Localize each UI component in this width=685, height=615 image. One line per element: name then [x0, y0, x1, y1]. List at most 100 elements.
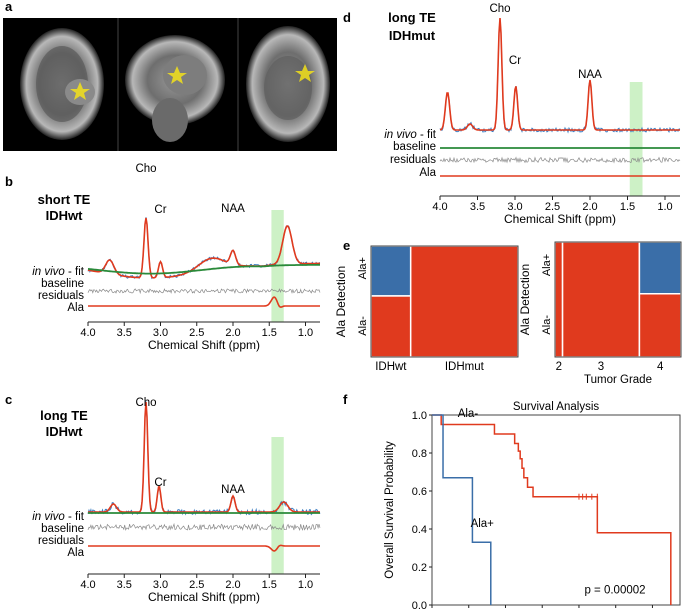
mri-coronal [246, 26, 330, 142]
peak-label-naa: NAA [578, 69, 602, 81]
x-tick-label: 1.0 [657, 201, 672, 213]
row-label-fit-italic: in vivo [32, 266, 65, 278]
x-tick-label: 4.0 [80, 327, 95, 339]
x-tick-label: 3.5 [117, 579, 132, 591]
mosaic-idh: Ala Detection Ala+ Ala- IDHwt IDHmut [334, 245, 519, 373]
row-label-fit: in vivo - fit [32, 266, 85, 278]
y-tick-label: 0.2 [412, 562, 427, 574]
spectrum-fit-line [87, 217, 320, 279]
mosaic-frame [370, 245, 519, 358]
y-tick-label: 0.4 [412, 524, 427, 536]
survival-ylabel: Overall Survival Probability [384, 441, 396, 579]
spectrum-panel-d: 4.0 3.5 3.0 2.5 2.0 1.5 1.0 Chemical Shift (ppm… [384, 3, 681, 226]
mosaic-cell-ala-positive [370, 245, 412, 297]
series-label-ala-neg: Ala- [458, 408, 479, 420]
peak-label-naa: NAA [221, 203, 245, 215]
survival-curve-alaneg [432, 414, 672, 605]
row-label-fit: in vivo - fit [32, 511, 85, 523]
panel-d-title-line2: IDHmut [389, 28, 436, 43]
row-label-ala: Ala [67, 547, 84, 559]
row-label-fit-rest: - fit [417, 129, 437, 141]
survival-plot: Survival Analysis 0.0 0.2 0.4 0.6 0.8 1.0 Overa… [384, 401, 681, 612]
panel-letter-b: b [5, 174, 13, 189]
peak-label-naa: NAA [221, 484, 245, 496]
peak-label-cr: Cr [509, 55, 521, 67]
mosaic-row-label-ala-pos: Ala+ [357, 257, 369, 279]
survival-title: Survival Analysis [513, 401, 600, 413]
row-label-ala: Ala [419, 167, 436, 179]
panel-c-title-line2: IDHwt [46, 424, 84, 439]
x-tick-label: 2.5 [189, 327, 204, 339]
spectrum-data-line [439, 18, 681, 134]
mosaic-ylabel: Ala Detection [518, 264, 532, 335]
spectrum-data-line [87, 401, 321, 516]
y-tick-label: 0.8 [412, 448, 427, 460]
peak-label-cr: Cr [154, 204, 166, 216]
ala-highlight-band [271, 437, 284, 574]
peak-label-cho: Cho [489, 3, 510, 15]
series-label-ala-pos: Ala+ [471, 518, 495, 530]
panel-d-title-line1: long TE [388, 10, 436, 25]
panel-b-title-line1: short TE [38, 192, 91, 207]
panel-letter-d: d [343, 10, 351, 25]
x-tick-label: 2.5 [189, 579, 204, 591]
spectrum-baseline-line [87, 263, 320, 275]
row-label-baseline: baseline [41, 278, 84, 290]
y-tick-label: 1.0 [412, 410, 427, 422]
mosaic-category-label: 3 [598, 361, 604, 373]
x-tick-label: 3.0 [153, 327, 168, 339]
row-label-fit-italic: in vivo [32, 511, 65, 523]
mosaic-category-label: 2 [556, 361, 562, 373]
spectrum-residuals-line [87, 288, 321, 295]
x-tick-label: 3.0 [507, 201, 522, 213]
voxel-marker-icon [295, 64, 315, 82]
x-axis-label: Chemical Shift (ppm) [148, 590, 260, 604]
mosaic-row-label-ala-pos: Ala+ [541, 254, 553, 276]
row-label-fit-rest: - fit [65, 266, 85, 278]
y-tick-label: 0.0 [412, 600, 427, 612]
row-label-baseline: baseline [41, 523, 84, 535]
peak-label-cho: Cho [135, 163, 156, 175]
x-tick-label: 3.5 [470, 201, 485, 213]
panel-letter-e: e [343, 238, 350, 253]
x-tick-label: 2.0 [582, 201, 597, 213]
row-label-residuals: residuals [38, 535, 84, 547]
spectrum-panel-c: 4.0 3.5 3.0 2.5 2.0 1.5 1.0 Chemical Shift (ppm… [32, 397, 321, 604]
row-label-residuals: residuals [38, 290, 84, 302]
x-axis-label: Chemical Shift (ppm) [504, 212, 616, 226]
row-label-fit-italic: in vivo [384, 129, 417, 141]
voxel-marker-icon [70, 82, 90, 100]
mosaic-cell-ala-negative [554, 241, 564, 358]
x-tick-label: 1.5 [620, 201, 635, 213]
ala-highlight-band [629, 82, 643, 196]
mosaic-category-label: 4 [657, 361, 664, 373]
mosaic-ylabel: Ala Detection [334, 266, 348, 337]
x-tick-label: 2.0 [225, 579, 240, 591]
x-tick-label: 2.0 [225, 327, 240, 339]
x-tick-label: 3.5 [117, 327, 132, 339]
mosaic-cell-ala-negative [370, 295, 412, 358]
row-label-ala: Ala [67, 302, 84, 314]
mosaic-cell-ala-negative [561, 241, 641, 358]
panel-b-title-line2: IDHwt [46, 208, 84, 223]
mosaic-category-label: IDHmut [445, 361, 485, 373]
panel-letter-a: a [5, 0, 13, 14]
mosaic-row-label-ala-neg: Ala- [357, 316, 369, 336]
spectrum-fit-line [439, 17, 680, 131]
row-label-baseline: baseline [393, 141, 436, 153]
row-label-fit-rest: - fit [65, 511, 85, 523]
spectrum-fit-line [88, 401, 320, 513]
mosaic-cell-ala-positive [638, 241, 682, 295]
mri-axial [20, 28, 104, 140]
x-tick-label: 1.0 [298, 327, 313, 339]
spectrum-residuals-line [439, 156, 681, 164]
survival-curve-alapos [432, 414, 492, 605]
survival-p-value: p = 0.00002 [584, 585, 645, 597]
mosaic-grade: Ala Detection Ala+ Ala- 2 3 4 Tumor Grade [518, 241, 682, 386]
panel-c-title-line1: long TE [40, 408, 88, 423]
panel-letter-c: c [5, 392, 12, 407]
mosaic-frame [554, 241, 682, 358]
mri-sagittal [125, 35, 225, 142]
mosaic-category-label: IDHwt [375, 361, 407, 373]
